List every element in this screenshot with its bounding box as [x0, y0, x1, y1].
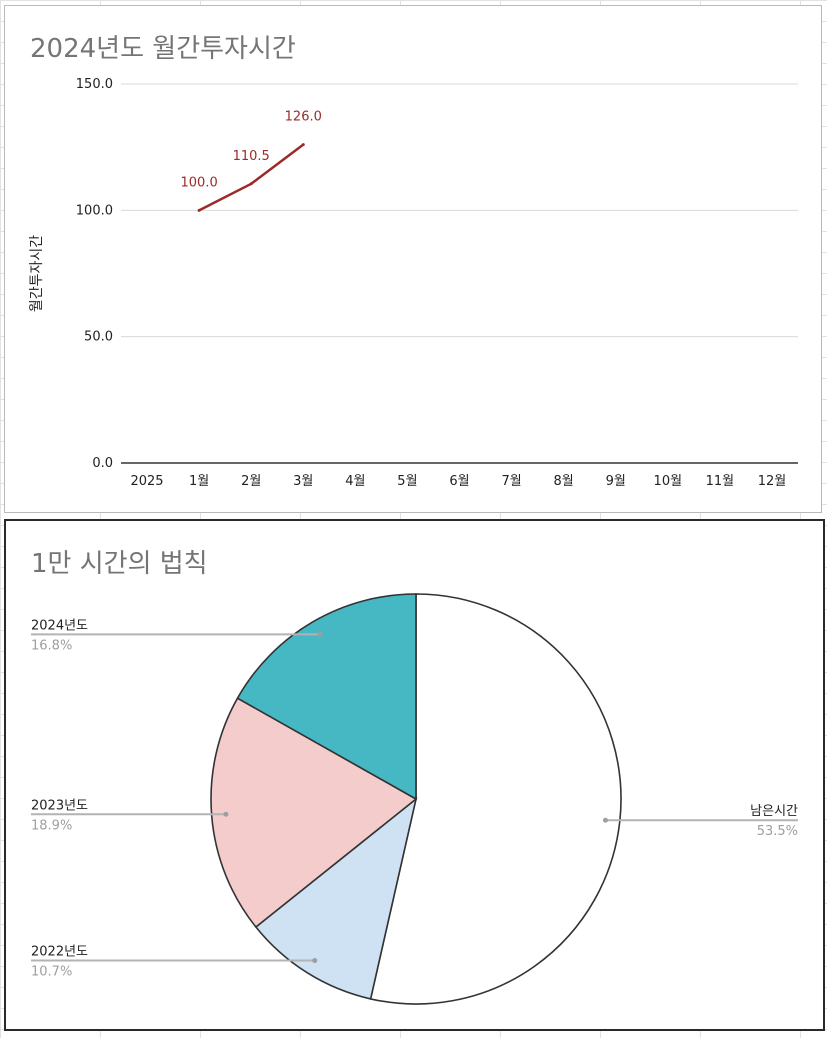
- data-point[interactable]: [301, 143, 305, 147]
- pie-chart-title: 1만 시간의 법칙: [31, 549, 208, 579]
- x-tick-label: 12월: [758, 474, 787, 489]
- pie-slice[interactable]: [369, 593, 622, 1005]
- x-tick-label: 3월: [293, 474, 313, 489]
- leader-dot: [312, 958, 318, 964]
- y-tick-label: 0.0: [92, 456, 113, 471]
- leader-dot: [223, 811, 229, 817]
- x-tick-label: 11월: [706, 474, 735, 489]
- y-tick-label: 150.0: [76, 77, 113, 92]
- slice-percent: 10.7%: [31, 965, 72, 980]
- data-label: 110.5: [233, 149, 270, 164]
- x-tick-label: 7월: [501, 474, 521, 489]
- slice-label: 2022년도: [31, 945, 88, 960]
- slice-label: 남은시간: [750, 804, 798, 819]
- y-tick-label: 50.0: [84, 330, 113, 345]
- data-label: 100.0: [181, 175, 218, 190]
- x-tick-label: 5월: [397, 474, 417, 489]
- slice-percent: 18.9%: [31, 818, 72, 833]
- data-label: 126.0: [285, 110, 322, 125]
- line-chart-title: 2024년도 월간투자시간: [30, 34, 296, 64]
- leader-dot: [317, 631, 323, 637]
- pie-slice[interactable]: [254, 796, 418, 1000]
- slice-percent: 53.5%: [757, 824, 798, 839]
- y-axis-title: 월간투자시간: [29, 235, 45, 312]
- x-tick-label: 6월: [449, 474, 469, 489]
- x-tick-label: 9월: [606, 474, 626, 489]
- x-tick-label: 8월: [554, 474, 574, 489]
- x-tick-label: 10월: [654, 474, 683, 489]
- x-tick-label: 2025: [130, 474, 163, 489]
- line-chart-svg: 0.0 50.0 100.0 150.0 2025 1월 2월 3월 4월 5월 6월 7월 8월 9월…: [29, 77, 798, 489]
- y-tick-label: 100.0: [76, 203, 113, 218]
- x-tick-label: 4월: [345, 474, 365, 489]
- pie-slice[interactable]: [236, 593, 417, 801]
- slice-percent: 16.8%: [31, 638, 72, 653]
- x-tick-label: 1월: [189, 474, 209, 489]
- pie-chart-panel[interactable]: 1만 시간의 법칙 남은시간 53.5% 2022년도 10.7% 2023년도 18.9…: [4, 519, 825, 1031]
- line-chart-panel[interactable]: 2024년도 월간투자시간 0.0 50.0 100.0 150.0 2025 1월 2월…: [4, 5, 822, 513]
- data-point[interactable]: [197, 208, 201, 212]
- pie-slice[interactable]: [210, 697, 418, 929]
- x-tick-label: 2월: [241, 474, 261, 489]
- data-point[interactable]: [249, 182, 253, 186]
- leader-dot: [602, 817, 608, 823]
- slice-label: 2024년도: [31, 618, 88, 633]
- slice-label: 2023년도: [31, 798, 88, 813]
- pie-chart-svg: 남은시간 53.5% 2022년도 10.7% 2023년도 18.9% 2024년도 16.…: [31, 593, 798, 1005]
